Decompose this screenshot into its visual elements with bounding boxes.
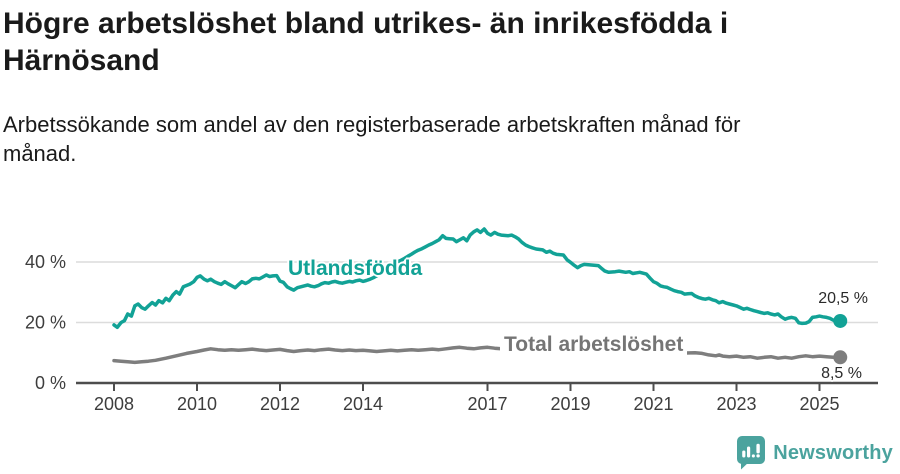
x-axis-tick-label: 2010	[177, 394, 217, 414]
newsworthy-wordmark: Newsworthy	[773, 441, 893, 464]
end-value-label-total: 8,5 %	[821, 365, 862, 382]
series-label-total-arbetsloshet: Total arbetslöshet	[500, 333, 688, 357]
newsworthy-logo: Newsworthy	[736, 436, 893, 470]
y-axis-tick-label: 0 %	[35, 373, 66, 393]
newsworthy-pin-barchart-icon	[737, 436, 766, 470]
x-axis-tick-label: 2021	[633, 394, 673, 414]
x-axis-tick-label: 2023	[716, 394, 756, 414]
series-end-dot	[833, 350, 848, 365]
series-end-dot	[833, 313, 848, 328]
x-axis-tick-label: 2008	[94, 394, 134, 414]
series-line-utlandsfodda	[112, 227, 843, 330]
y-axis-tick-label: 40 %	[25, 252, 66, 272]
x-axis-tick-label: 2019	[550, 394, 590, 414]
end-value-label-utlandsfodda: 20,5 %	[818, 290, 868, 307]
x-axis-tick-label: 2014	[343, 394, 383, 414]
page-title: Högre arbetslöshet bland utrikes- än inr…	[3, 7, 729, 77]
x-axis-tick-label: 2017	[467, 394, 507, 414]
x-axis-tick-label: 2012	[260, 394, 300, 414]
y-axis-tick-label: 20 %	[25, 313, 66, 333]
series-label-utlandsfodda: Utlandsfödda	[288, 257, 423, 280]
x-axis-tick-label: 2025	[799, 394, 839, 414]
series-line-total	[112, 345, 843, 365]
chart-subtitle: Arbetssökande som andel av den registerb…	[3, 112, 741, 166]
